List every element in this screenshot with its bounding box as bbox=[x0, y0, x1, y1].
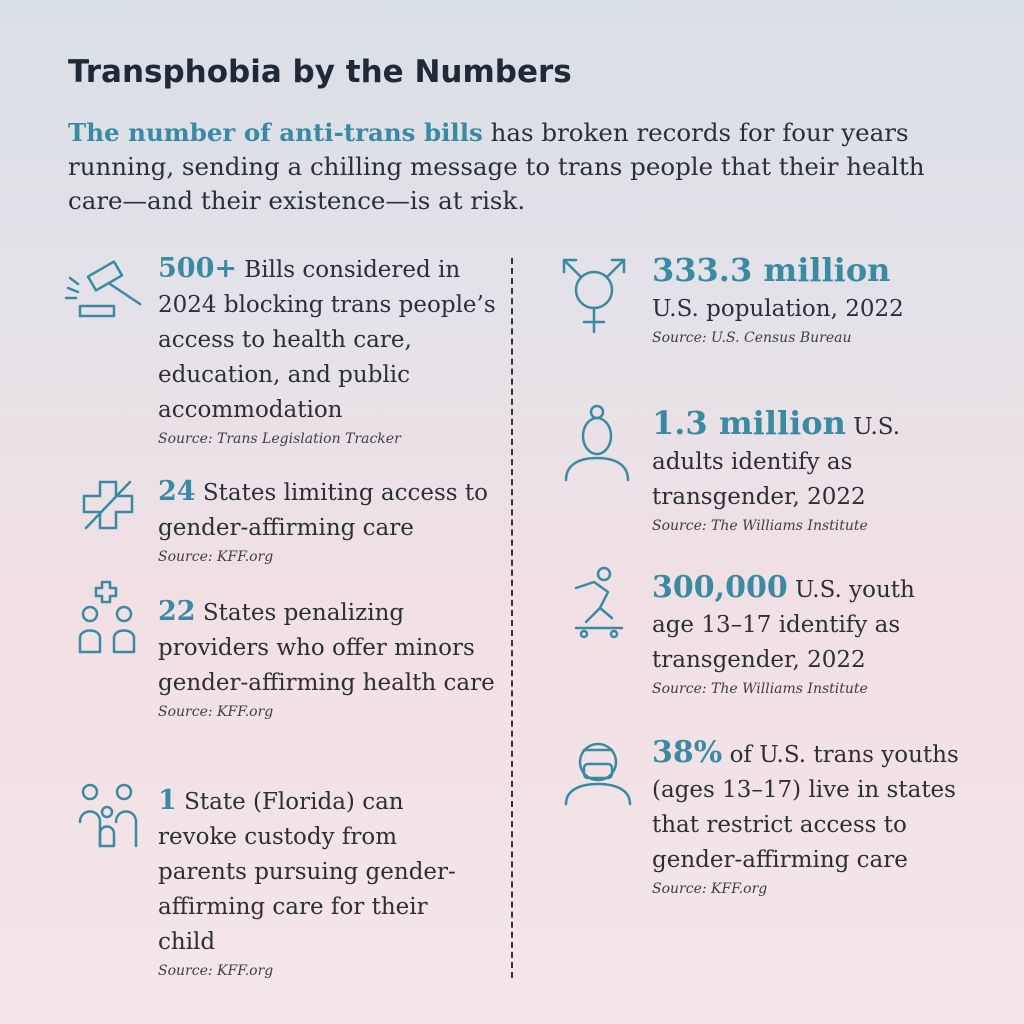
stat-text: U.S. population, 2022 bbox=[652, 296, 904, 322]
source: Source: KFF.org bbox=[158, 963, 274, 979]
stat: 300,000 bbox=[652, 570, 788, 605]
skater-icon bbox=[574, 566, 624, 639]
source: Source: The Williams Institute bbox=[652, 518, 868, 534]
stat: 333.3 million bbox=[652, 251, 891, 289]
stat-text: U.S. youth age 13–17 identify as transge… bbox=[652, 577, 915, 673]
stat-text: States penalizing providers who offer mi… bbox=[158, 600, 495, 696]
masked-person-icon bbox=[564, 742, 632, 806]
stat: 1 bbox=[158, 785, 177, 816]
stat-item: 500+ Bills considered in 2024 blocking t… bbox=[158, 251, 503, 450]
stat-text: U.S. adults identify as transgender, 202… bbox=[652, 414, 901, 510]
source: Source: The Williams Institute bbox=[652, 681, 868, 697]
stat-item: 38% of U.S. trans youths (ages 13–17) li… bbox=[652, 735, 972, 900]
stat-item: 24 States limiting access to gender-affi… bbox=[158, 474, 503, 568]
stat: 1.3 million bbox=[652, 404, 846, 442]
gavel-icon bbox=[64, 260, 142, 318]
stat-text: State (Florida) can revoke custody from … bbox=[158, 789, 456, 955]
person-icon bbox=[564, 404, 630, 482]
divider bbox=[511, 258, 513, 978]
source: Source: KFF.org bbox=[158, 704, 274, 720]
source: Source: U.S. Census Bureau bbox=[652, 330, 852, 346]
stat: 24 bbox=[158, 476, 196, 507]
source: Source: KFF.org bbox=[652, 881, 768, 897]
source: Source: Trans Legislation Tracker bbox=[158, 431, 401, 447]
source: Source: KFF.org bbox=[158, 549, 274, 565]
stat-item: 333.3 million U.S. population, 2022 Source… bbox=[652, 248, 952, 349]
family-icon bbox=[78, 783, 138, 848]
stat-text: of U.S. trans youths (ages 13–17) live i… bbox=[652, 742, 959, 873]
stat: 38% bbox=[652, 735, 723, 770]
stat-text: States limiting access to gender-affirmi… bbox=[158, 480, 488, 541]
stat: 22 bbox=[158, 596, 196, 627]
intro: The number of anti-trans bills has broke… bbox=[68, 116, 968, 218]
stat-item: 300,000 U.S. youth age 13–17 identify as… bbox=[652, 570, 952, 700]
title: Transphobia by the Numbers bbox=[68, 54, 572, 90]
stat-text: Bills considered in 2024 blocking trans … bbox=[158, 257, 496, 423]
kids-icon bbox=[78, 580, 136, 654]
stat-item: 22 States penalizing providers who offer… bbox=[158, 594, 503, 723]
intro-highlight: The number of anti-trans bills bbox=[68, 118, 483, 147]
stat: 500+ bbox=[158, 253, 237, 284]
intro-text: has broken records for four years runnin… bbox=[68, 118, 925, 215]
cross-icon bbox=[82, 480, 134, 530]
stat-item: 1 State (Florida) can revoke custody fro… bbox=[158, 783, 478, 982]
trans-symbol-icon bbox=[562, 258, 626, 334]
stat-item: 1.3 million U.S. adults identify as tran… bbox=[652, 406, 952, 537]
